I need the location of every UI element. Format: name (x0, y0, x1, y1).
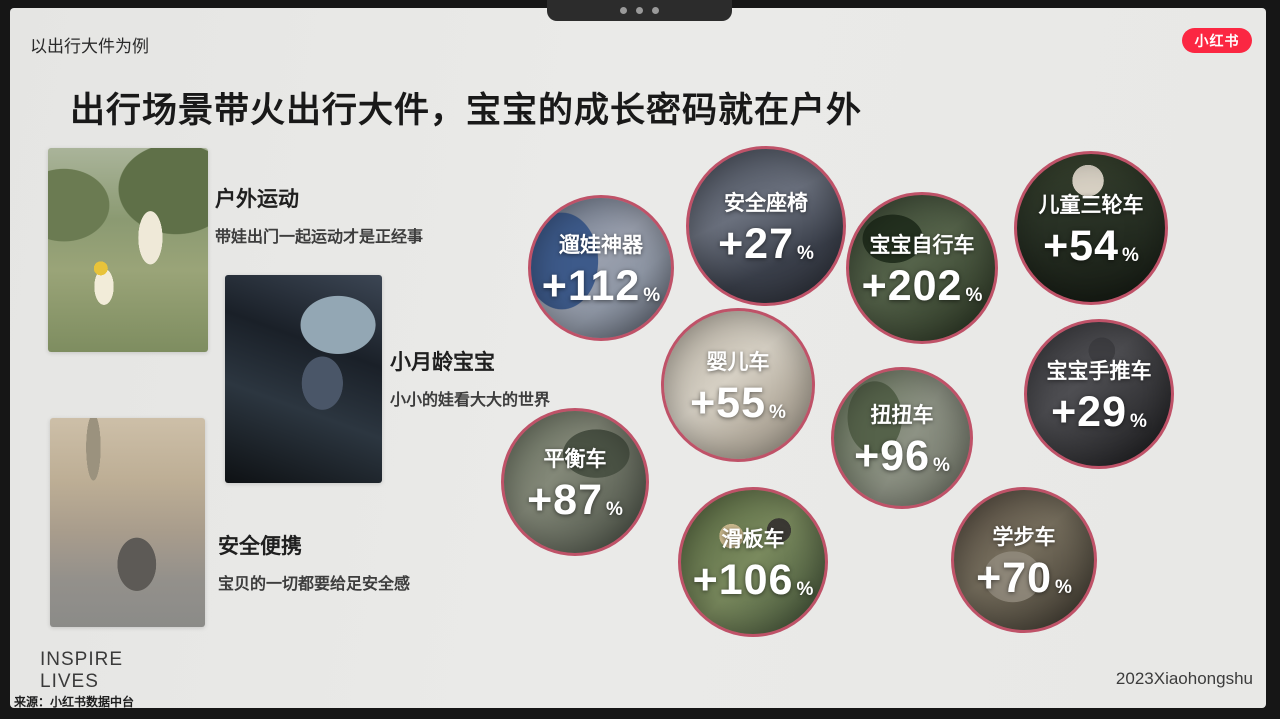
photo-stroller-street (50, 418, 205, 627)
bubble-unit: % (1055, 576, 1072, 598)
bubble-unit: % (965, 284, 983, 306)
bubble-value-row: +112 % (541, 261, 661, 310)
bubble-value: +96 (854, 431, 931, 480)
photo-outdoor-sports (48, 148, 208, 352)
bubble-value: +87 (527, 475, 604, 524)
brand-line2: LIVES (40, 671, 99, 692)
bubble-value-row: +96 % (854, 431, 950, 480)
brand-line1: INSPIRE (40, 649, 124, 670)
bubble-label: 扭扭车 (870, 403, 934, 427)
bubble: 学步车 +70 % (951, 487, 1097, 633)
bubble-unit: % (1122, 244, 1139, 266)
bubble-value: +27 (718, 219, 795, 268)
brand-wordmark: INSPIRE LIVES (40, 649, 123, 693)
bubble-unit: % (643, 284, 661, 306)
bubble: 平衡车 +87 % (501, 408, 649, 556)
bubble: 宝宝自行车 +202 % (846, 192, 998, 344)
bubble-label: 平衡车 (543, 447, 607, 471)
bubble: 滑板车 +106 % (678, 487, 828, 637)
bubble-value-row: +29 % (1051, 387, 1147, 436)
bubble-value-row: +54 % (1043, 221, 1139, 270)
bubble-value-row: +55 % (690, 378, 786, 427)
bubble-value: +112 (541, 261, 641, 310)
bubble-unit: % (933, 454, 950, 476)
window-handle[interactable] (547, 0, 732, 21)
bubble-label: 安全座椅 (724, 191, 808, 215)
bubble-unit: % (1130, 410, 1147, 432)
bubble-value: +70 (976, 553, 1053, 602)
bubble-unit: % (769, 401, 786, 423)
slide-canvas: 以出行大件为例 小红书 出行场景带火出行大件，宝宝的成长密码就在户外 户外运动 … (10, 8, 1266, 709)
feature-heading: 户外运动 (215, 188, 299, 211)
feature-caption: 户外运动 带娃出门一起运动才是正经事 (215, 183, 423, 247)
bubble-unit: % (606, 498, 623, 520)
bubble: 宝宝手推车 +29 % (1024, 319, 1174, 469)
bubble: 遛娃神器 +112 % (528, 195, 674, 341)
bubble-value: +54 (1043, 221, 1120, 270)
bubble-label: 婴儿车 (706, 350, 770, 374)
bubble-label: 宝宝自行车 (869, 233, 975, 257)
source-note: 来源：小红书数据中台 (14, 695, 135, 709)
feature-desc: 小小的娃看大大的世界 (390, 392, 551, 409)
bubble-value: +55 (690, 378, 767, 427)
bubble-value: +29 (1051, 387, 1128, 436)
feature-heading: 安全便携 (218, 535, 302, 558)
bubble-unit: % (796, 578, 814, 600)
feature-desc: 宝贝的一切都要给足安全感 (218, 576, 411, 593)
bubble-value-row: +202 % (861, 261, 983, 310)
feature-heading: 小月龄宝宝 (390, 351, 495, 374)
bubble-value-row: +106 % (692, 555, 814, 604)
bubble-value: +202 (861, 261, 963, 310)
bubble: 儿童三轮车 +54 % (1014, 151, 1168, 305)
bubble-value-row: +87 % (527, 475, 623, 524)
bubble-value: +106 (692, 555, 794, 604)
slide-eyebrow: 以出行大件为例 (30, 37, 149, 56)
bubble: 婴儿车 +55 % (661, 308, 815, 462)
bubble-value-row: +70 % (976, 553, 1072, 602)
xiaohongshu-logo: 小红书 (1182, 28, 1252, 53)
feature-caption: 小月龄宝宝 小小的娃看大大的世界 (390, 346, 550, 410)
bubble-label: 学步车 (992, 525, 1056, 549)
photo-car-seat (225, 275, 382, 483)
slide-title: 出行场景带火出行大件，宝宝的成长密码就在户外 (70, 91, 863, 130)
feature-caption: 安全便携 宝贝的一切都要给足安全感 (218, 530, 410, 594)
bubble: 安全座椅 +27 % (686, 146, 846, 306)
feature-desc: 带娃出门一起运动才是正经事 (215, 229, 424, 246)
three-dots-icon (620, 7, 659, 14)
bubble-unit: % (797, 242, 814, 264)
bubble-label: 宝宝手推车 (1046, 359, 1152, 383)
bubble: 扭扭车 +96 % (831, 367, 973, 509)
bubble-label: 儿童三轮车 (1038, 193, 1144, 217)
bubble-value-row: +27 % (718, 219, 814, 268)
bubble-label: 遛娃神器 (559, 233, 643, 257)
bubble-label: 滑板车 (721, 527, 785, 551)
copyright-note: 2023Xiaohongshu (1115, 669, 1253, 688)
